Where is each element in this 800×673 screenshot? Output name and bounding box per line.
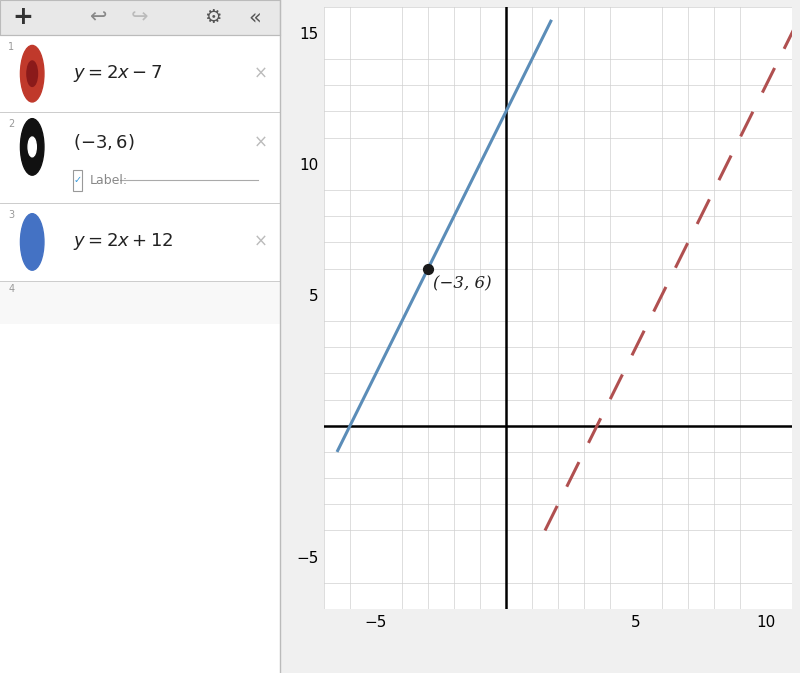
Circle shape	[27, 61, 38, 86]
Circle shape	[21, 46, 44, 102]
Text: Label:: Label:	[90, 174, 128, 187]
FancyBboxPatch shape	[0, 281, 280, 324]
Text: ×: ×	[254, 133, 267, 151]
Text: ×: ×	[254, 233, 267, 251]
FancyBboxPatch shape	[0, 35, 280, 112]
FancyBboxPatch shape	[0, 324, 280, 673]
Text: ⚙: ⚙	[204, 8, 222, 27]
FancyBboxPatch shape	[0, 0, 280, 35]
Text: ↩: ↩	[90, 7, 106, 28]
Text: 2: 2	[8, 119, 14, 129]
FancyBboxPatch shape	[0, 112, 280, 203]
FancyBboxPatch shape	[0, 203, 280, 281]
Text: ×: ×	[254, 65, 267, 83]
Text: $y = 2x - 7$: $y = 2x - 7$	[73, 63, 162, 84]
Circle shape	[21, 214, 44, 271]
Text: ✓: ✓	[74, 176, 82, 185]
Text: 3: 3	[8, 210, 14, 220]
Circle shape	[28, 137, 36, 157]
Text: ↪: ↪	[131, 7, 149, 28]
Text: «: «	[249, 7, 261, 28]
Text: $y = 2x + 12$: $y = 2x + 12$	[73, 232, 174, 252]
Text: 4: 4	[8, 284, 14, 294]
Circle shape	[21, 118, 44, 175]
Point	[422, 263, 434, 274]
Text: (−3, 6): (−3, 6)	[433, 275, 491, 292]
Text: $(-3,6)$: $(-3,6)$	[73, 133, 134, 152]
Text: +: +	[12, 5, 33, 30]
Text: 1: 1	[8, 42, 14, 52]
FancyBboxPatch shape	[73, 170, 82, 191]
